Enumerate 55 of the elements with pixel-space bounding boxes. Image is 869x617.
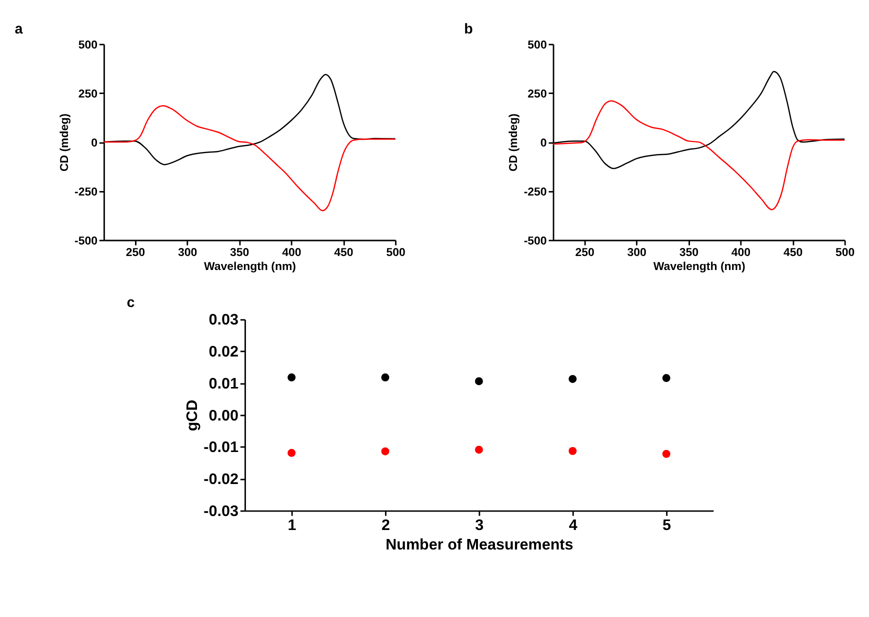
point	[662, 374, 670, 382]
y-tick-label: -0.03	[204, 502, 239, 520]
y-tick-label: -500	[74, 235, 98, 248]
point	[474, 446, 483, 454]
point	[474, 377, 483, 386]
x-tick-label: 350	[230, 246, 250, 259]
x-tick-label: 1	[288, 517, 297, 534]
point	[662, 450, 670, 458]
chart-title: b	[464, 22, 474, 38]
x-tick-label: 500	[836, 246, 855, 259]
line-series	[103, 105, 396, 212]
y-tick-label: 250	[528, 88, 547, 100]
x-axis-title: Wavelength (nm)	[204, 261, 296, 274]
y-tick-label: 500	[78, 39, 98, 52]
x-axis-title: Number of Measurements	[386, 536, 574, 554]
point	[381, 373, 390, 382]
y-axis-title: CD (mdeg)	[508, 113, 520, 172]
y-tick-label: 0.02	[208, 344, 239, 361]
y-tick-label: -250	[524, 186, 547, 198]
y-tick-label: 0.01	[208, 375, 240, 392]
point	[568, 447, 577, 455]
y-axis-title: CD (mdeg)	[58, 113, 71, 172]
y-tick-label: 0	[540, 137, 547, 150]
x-tick-label: 5	[662, 517, 672, 534]
x-tick-label: 350	[679, 246, 698, 259]
y-tick-label: 500	[528, 39, 547, 52]
y-tick-label: 0	[91, 137, 98, 150]
x-tick-label: 2	[381, 517, 390, 534]
point	[568, 374, 577, 383]
x-tick-label: 300	[178, 246, 198, 259]
y-tick-label: 250	[78, 88, 98, 100]
x-tick-label: 4	[568, 517, 578, 534]
y-tick-label: -250	[74, 186, 98, 198]
line-series	[552, 100, 846, 210]
point	[381, 447, 390, 456]
x-tick-label: 250	[575, 246, 594, 259]
x-tick-label: 250	[126, 246, 146, 259]
x-tick-label: 300	[627, 246, 646, 259]
point	[288, 373, 296, 382]
chart-title: a	[14, 22, 24, 38]
x-tick-label: 400	[731, 246, 751, 259]
y-axis-title: gCD	[184, 400, 201, 432]
y-tick-label: 0.03	[208, 312, 239, 329]
x-tick-label: 500	[386, 246, 406, 259]
x-tick-label: 400	[282, 246, 302, 259]
x-tick-label: 3	[475, 517, 484, 534]
y-tick-label: -500	[524, 235, 547, 248]
point	[288, 448, 296, 457]
text: c	[126, 294, 135, 311]
y-tick-label: 0.00	[208, 407, 239, 424]
x-tick-label: 450	[334, 246, 354, 259]
y-tick-label: -0.02	[204, 470, 239, 488]
x-axis-title: Wavelength (nm)	[653, 261, 746, 274]
y-tick-label: -0.01	[204, 439, 240, 456]
x-tick-label: 450	[783, 246, 803, 259]
